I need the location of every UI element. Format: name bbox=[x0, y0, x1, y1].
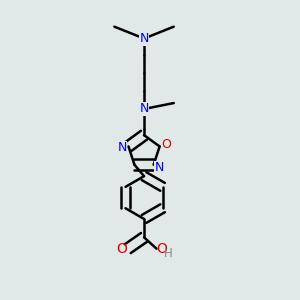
Text: N: N bbox=[140, 32, 149, 45]
Text: N: N bbox=[155, 161, 164, 174]
Text: N: N bbox=[140, 103, 149, 116]
Text: O: O bbox=[157, 242, 167, 256]
Text: N: N bbox=[117, 141, 127, 154]
Text: H: H bbox=[164, 247, 172, 260]
Text: O: O bbox=[161, 138, 171, 151]
Text: O: O bbox=[116, 242, 127, 256]
